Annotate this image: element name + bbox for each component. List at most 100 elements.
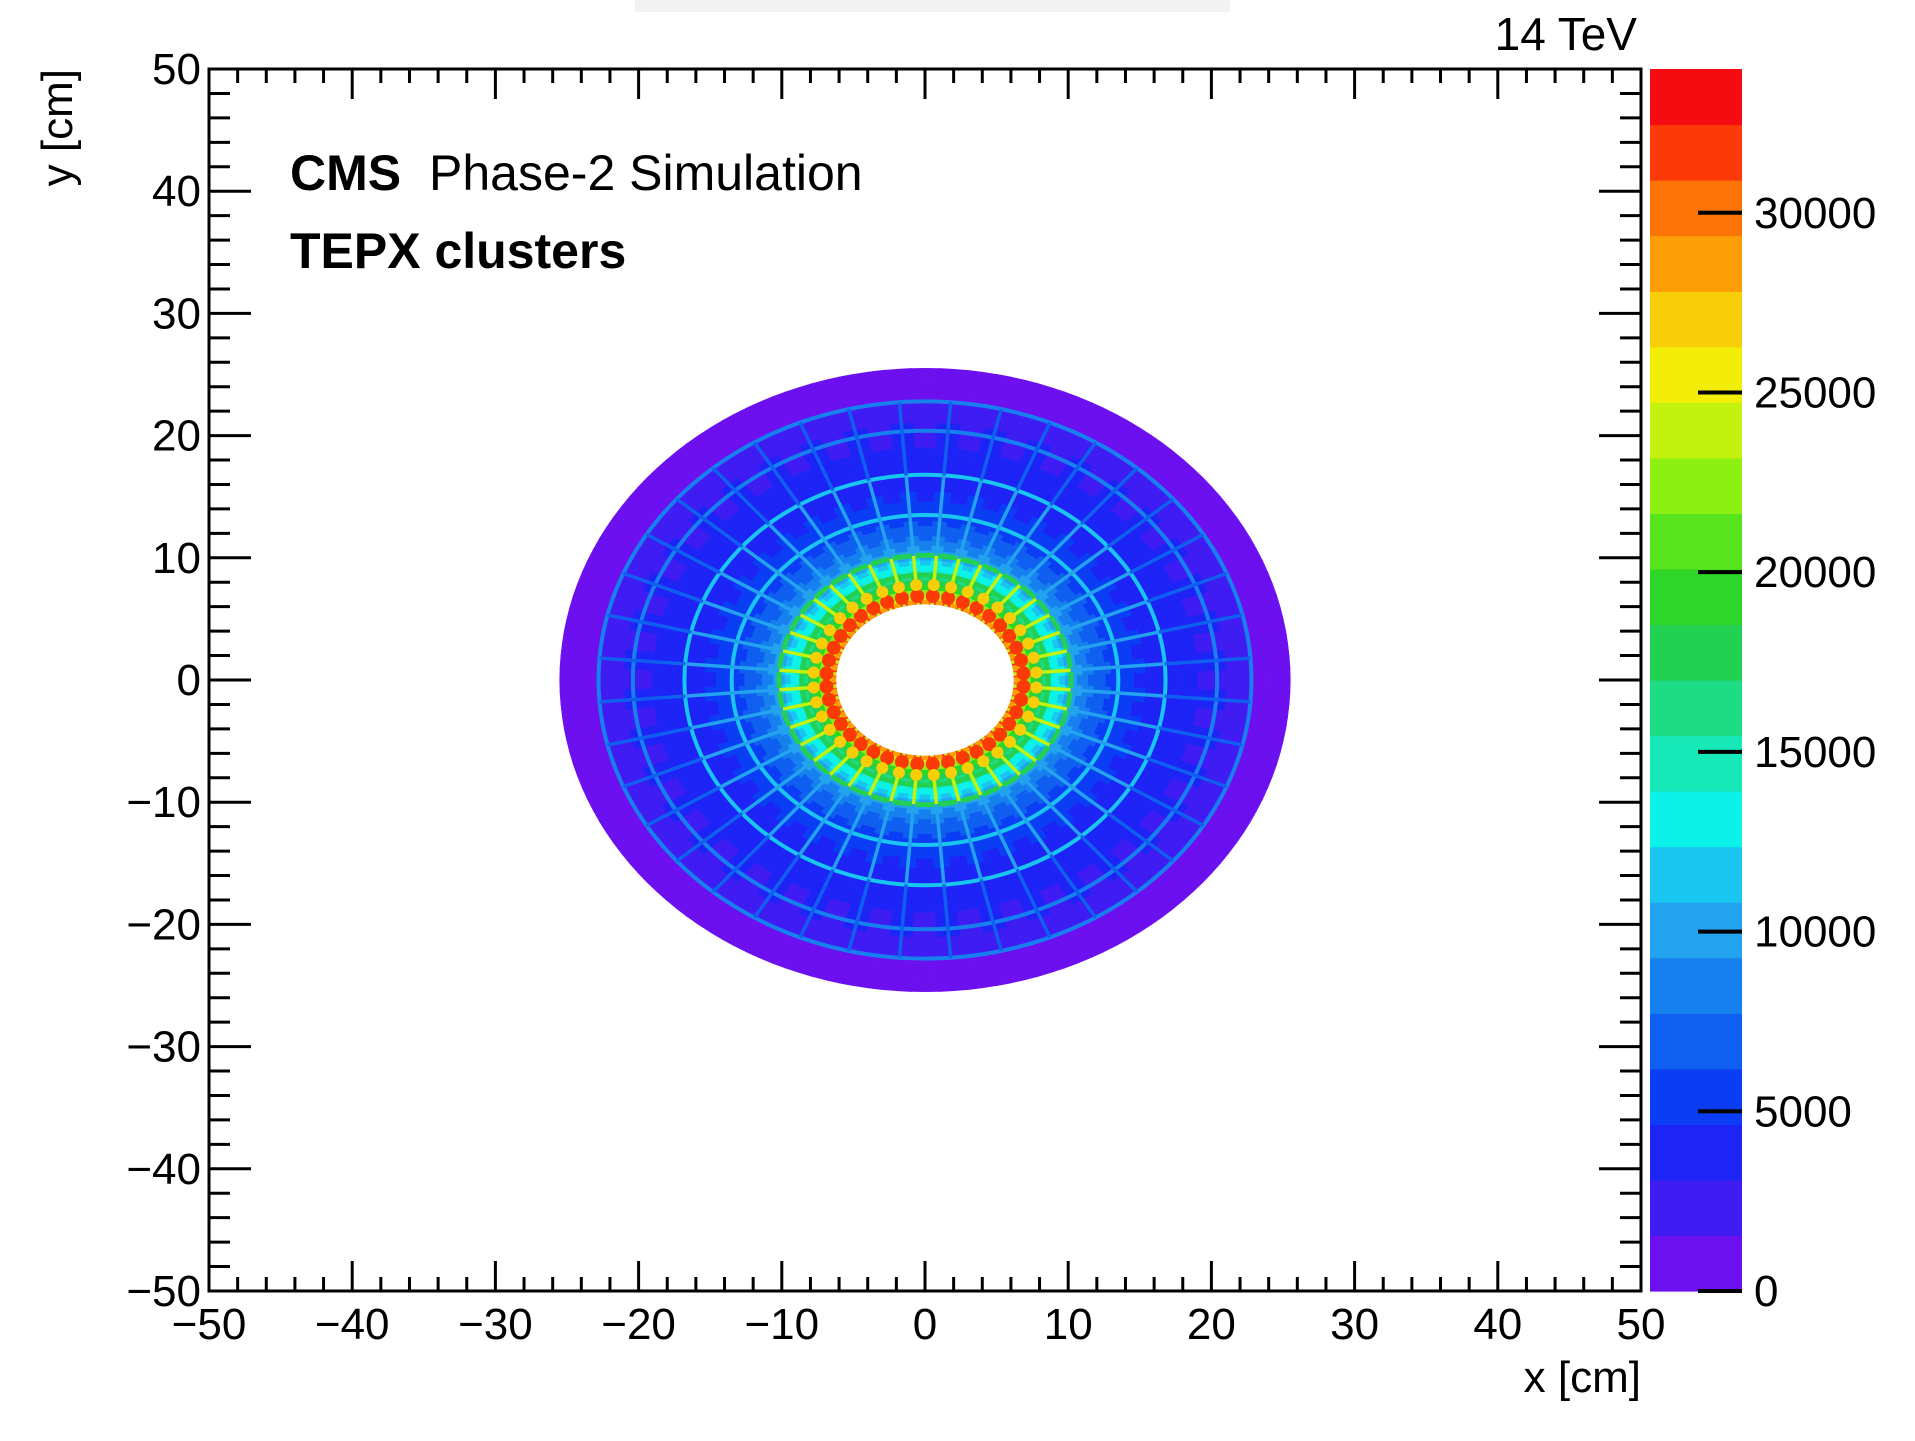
heatmap-cell (755, 679, 762, 687)
heatmap-cell (1099, 673, 1107, 681)
heatmap-cell (924, 564, 931, 571)
heatmap-cell (916, 848, 926, 855)
heatmap-cell (918, 809, 926, 816)
heatmap-cell (919, 559, 926, 566)
heatmap-cell (914, 456, 926, 463)
heatmap-cell (1059, 679, 1067, 686)
heatmap-cell (1134, 679, 1141, 688)
heatmap-cell (915, 863, 926, 870)
heatmap-cell (924, 480, 935, 487)
heatmap-cell (720, 672, 728, 681)
heatmap-cell (1151, 671, 1159, 681)
heatmap-cell (917, 828, 926, 835)
heatmap-cell (1180, 670, 1187, 681)
heatmap-cell (1191, 670, 1199, 681)
heatmap-cell (1185, 670, 1193, 681)
heatmap-cell (1145, 671, 1153, 681)
heatmap-cell (663, 670, 670, 681)
heatmap-cell (914, 466, 926, 473)
heatmap-cell (916, 858, 926, 865)
heatmap-cell (918, 814, 926, 821)
heatmap-cell (915, 877, 926, 884)
heatmap-cell (914, 461, 926, 468)
heatmap-cell (924, 892, 936, 899)
heatmap-cell (914, 892, 926, 899)
heatmap-cell (1088, 673, 1095, 681)
heatmap-cell (924, 485, 935, 492)
heatmap-cell (1134, 672, 1141, 681)
heatmap-cell (1174, 679, 1182, 690)
heatmap-cell (1076, 679, 1084, 686)
heatmap-cell (915, 868, 926, 875)
heatmap-cell (916, 500, 926, 507)
heatmap-cell (914, 887, 926, 894)
heatmap-cell (1105, 673, 1113, 681)
heatmap-cell (924, 539, 932, 546)
heatmap-cell (749, 673, 757, 681)
heatmap-cell (924, 525, 933, 532)
title-bar (635, 0, 1230, 12)
heatmap-cell (714, 672, 722, 681)
heatmap-cell (924, 505, 934, 512)
heatmap-cell (766, 679, 774, 686)
heatmap-cell (703, 672, 711, 681)
heatmap-cell (743, 673, 751, 681)
heatmap-cell (789, 679, 797, 685)
heatmap-cell (924, 833, 933, 840)
heatmap-cell (917, 823, 926, 830)
heatmap-cell (1139, 672, 1147, 681)
heatmap-cell (924, 814, 932, 821)
heatmap-cell (924, 877, 935, 884)
heatmap-cell (1122, 672, 1130, 681)
heatmap-cell (917, 833, 926, 840)
heatmap-cell (924, 863, 935, 870)
heatmap-cell (915, 873, 926, 880)
heatmap-cell (924, 897, 936, 904)
heatmap-cell (1180, 679, 1187, 690)
heatmap-cell (924, 456, 936, 463)
heatmap-cell (924, 873, 935, 880)
heatmap-cell (783, 679, 791, 686)
heatmap-cell (720, 679, 728, 688)
heatmap-cell (1151, 679, 1159, 689)
heatmap-cell (668, 679, 676, 690)
heatmap-cell (1174, 670, 1182, 681)
heatmap-cell (1185, 679, 1193, 690)
heatmap-cell (1093, 679, 1101, 687)
heatmap-cell (1157, 671, 1164, 681)
heatmap-cell (755, 673, 762, 681)
heatmap-cell (915, 480, 926, 487)
heatmap-cell (924, 500, 934, 507)
heatmap-cell (674, 671, 682, 681)
heatmap-cell (1053, 675, 1061, 681)
heatmap-cell (697, 679, 705, 689)
heatmap-cell (924, 559, 931, 566)
heatmap-cell (1157, 679, 1164, 689)
heatmap-cell (1122, 679, 1130, 688)
heatmap-cell (1082, 674, 1090, 681)
heatmap-cell (924, 794, 931, 801)
heatmap-cell (709, 679, 716, 688)
heatmap-cell (760, 674, 768, 681)
heatmap-cell (1168, 679, 1176, 689)
heatmap-cell (1145, 679, 1153, 689)
heatmap-cell (686, 671, 693, 681)
heatmap-cell (924, 520, 933, 527)
heatmap-cell (789, 675, 797, 681)
heatmap-cell (915, 476, 926, 483)
heatmap-cell (703, 679, 711, 688)
heatmap-cell (924, 868, 935, 875)
heatmap-cell (917, 520, 926, 527)
heatmap-cell (657, 679, 665, 690)
heatmap-cell (783, 674, 791, 681)
heatmap-cell (919, 794, 926, 801)
heatmap-cell (917, 530, 926, 537)
heatmap-cell (714, 679, 722, 688)
heatmap-cell (917, 819, 926, 826)
heatmap-cell (697, 671, 705, 681)
heatmap-cell (1099, 679, 1107, 687)
heatmap-cell (924, 544, 932, 551)
heatmap-cell (709, 672, 716, 681)
heatmap-cell (924, 819, 933, 826)
